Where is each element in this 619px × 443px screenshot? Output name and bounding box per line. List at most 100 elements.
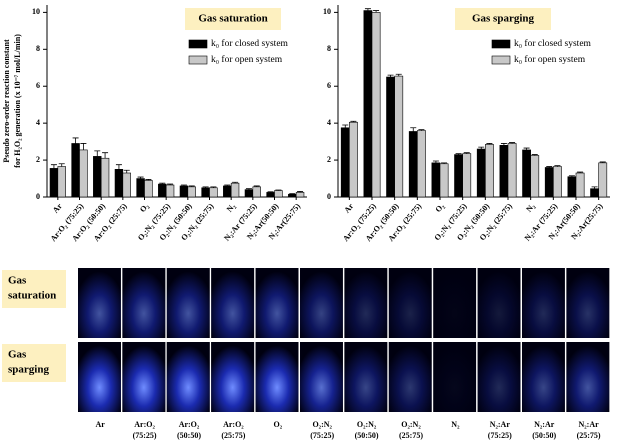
- bar: [223, 185, 232, 198]
- bar: [394, 75, 404, 198]
- y-tick-label: 10: [32, 7, 40, 16]
- bar: [485, 144, 494, 198]
- x-tick-label: Ar: [342, 201, 355, 214]
- bar: [201, 187, 210, 198]
- bar: [71, 143, 80, 198]
- column-label: O₂:N₂: [401, 420, 421, 429]
- row-label: Gas: [8, 349, 27, 361]
- bar: [431, 162, 441, 198]
- y-tick-label: 0: [327, 192, 331, 201]
- error-bar: [210, 186, 217, 188]
- image-glow: [255, 268, 299, 338]
- image-glow: [522, 342, 565, 412]
- error-bar: [568, 175, 575, 177]
- bar: [567, 176, 577, 198]
- title-box: [185, 8, 281, 30]
- error-bar: [500, 143, 507, 146]
- error-bar: [387, 74, 394, 77]
- bar: [187, 186, 196, 198]
- x-tick-label: O₂: [433, 201, 446, 214]
- bar: [57, 166, 66, 198]
- error-bar: [509, 142, 516, 144]
- image-glow: [522, 268, 565, 338]
- bar: [476, 148, 486, 198]
- image-glow: [211, 342, 255, 412]
- error-bar: [275, 189, 282, 191]
- column-label: Ar:O₂: [223, 420, 244, 429]
- column-label: (50:50): [532, 431, 556, 440]
- error-bar: [123, 169, 130, 173]
- legend-label: k₀ for closed system: [514, 38, 592, 49]
- y-tick-label: 6: [36, 81, 40, 90]
- y-tick-label: 8: [327, 44, 331, 53]
- legend-swatch: [188, 55, 208, 65]
- legend-label: k₀ for open system: [211, 54, 283, 65]
- error-bar: [546, 166, 553, 168]
- bar: [274, 190, 283, 198]
- bar: [114, 169, 124, 198]
- bar: [158, 183, 167, 198]
- bar: [266, 192, 275, 198]
- bar: [575, 172, 585, 198]
- error-bar: [523, 147, 530, 150]
- error-bar: [486, 143, 493, 145]
- error-bar: [202, 186, 209, 188]
- bar: [49, 168, 59, 198]
- x-tick-label: N₂: [524, 201, 537, 214]
- column-label: O₂:N₂: [357, 420, 377, 429]
- image-glow: [211, 268, 255, 338]
- error-bar: [591, 186, 598, 189]
- image-glow: [122, 268, 166, 338]
- bar: [371, 12, 381, 198]
- y-tick-label: 0: [36, 192, 40, 201]
- error-bar: [224, 184, 231, 186]
- column-label: N₂: [451, 420, 460, 429]
- y-tick-label: 6: [327, 81, 331, 90]
- column-label: (50:50): [177, 431, 201, 440]
- error-bar: [137, 176, 144, 179]
- y-tick-label: 8: [36, 44, 40, 53]
- column-label: (25:75): [399, 431, 423, 440]
- bar: [209, 187, 218, 198]
- bar: [144, 180, 153, 198]
- y-tick-label: 4: [327, 118, 331, 127]
- bar: [544, 167, 554, 198]
- bar: [244, 189, 254, 198]
- error-bar: [531, 154, 538, 156]
- error-bar: [554, 165, 561, 167]
- row-label: sparging: [8, 364, 49, 376]
- bar: [553, 166, 562, 198]
- column-label: (25:75): [577, 431, 601, 440]
- image-glow: [166, 342, 210, 412]
- bar: [439, 163, 449, 198]
- error-bar: [115, 164, 122, 170]
- error-bar: [577, 171, 584, 173]
- bar: [165, 184, 175, 198]
- legend-swatch: [491, 55, 511, 65]
- column-label: N₂:Ar: [579, 420, 600, 429]
- column-label: (75:25): [488, 431, 512, 440]
- error-bar: [342, 124, 349, 128]
- column-label: Ar: [96, 420, 106, 429]
- error-bar: [478, 146, 485, 149]
- error-bar: [232, 181, 239, 184]
- error-bar: [94, 150, 101, 157]
- error-bar: [455, 153, 462, 155]
- error-bar: [350, 120, 357, 123]
- column-label: N₂:Ar: [490, 420, 511, 429]
- x-tick-label: Ar: [51, 201, 64, 214]
- column-label: N₂:Ar: [534, 420, 555, 429]
- error-bar: [373, 10, 380, 13]
- error-bar: [72, 137, 79, 144]
- error-bar: [395, 73, 402, 77]
- error-bar: [410, 127, 417, 132]
- image-glow: [477, 268, 521, 338]
- y-axis-label: for H₂O₂ generation (x 10⁻⁷ mol/L/min): [13, 34, 22, 168]
- column-label: Ar:O₂: [134, 420, 155, 429]
- error-bar: [289, 193, 296, 195]
- bar: [122, 172, 131, 198]
- error-bar: [58, 163, 65, 167]
- y-tick-label: 2: [36, 155, 40, 164]
- bar: [454, 154, 463, 198]
